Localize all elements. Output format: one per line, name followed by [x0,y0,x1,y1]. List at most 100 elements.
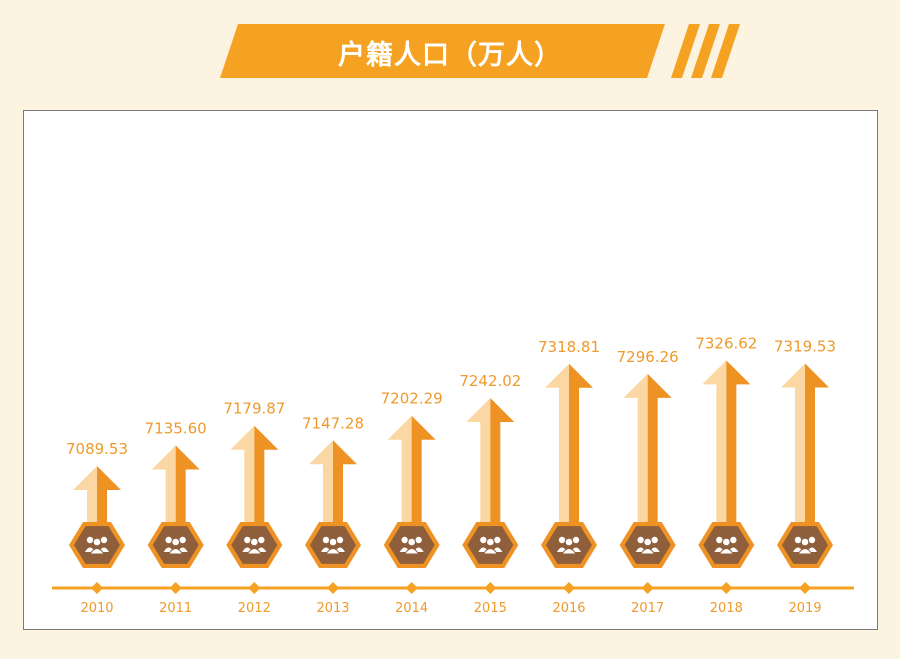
bar-arrow-light-half [387,415,412,531]
timeline-marker-2010 [91,582,103,594]
timeline-marker-2014 [405,582,418,594]
people-icon [242,536,267,555]
person-head [407,537,416,547]
value-label-2015: 7242.02 [459,372,521,390]
value-label-2016: 7318.81 [538,338,600,356]
people-icon [321,536,345,555]
person-head [800,537,810,547]
timeline-marker-2011 [169,582,182,594]
value-label-2018: 7326.62 [695,334,757,352]
year-label-2016: 2016 [552,601,585,616]
people-icon [557,536,581,555]
bar-arrow-dark-half [254,425,279,531]
people-icon [714,536,739,555]
person-head [179,536,186,544]
value-label-2013: 7147.28 [302,414,364,432]
person-head [322,536,330,544]
bar-arrow-dark-half [805,363,829,531]
person-head [165,536,172,544]
person-head [486,537,495,547]
person-body [639,548,656,555]
people-icon [85,536,109,555]
person-head [336,536,344,544]
year-label-2012: 2012 [238,601,271,616]
bar-arrow-dark-half [647,373,672,531]
year-label-2013: 2013 [316,601,349,616]
year-label-2019: 2019 [788,601,821,616]
year-label-2018: 2018 [710,601,743,616]
person-head [730,536,737,544]
title-banner-stripe [711,24,740,78]
person-head [494,536,501,544]
bar-arrow-2016 [541,363,597,568]
person-head [716,536,723,544]
chart-panel: 7089.53 2010 7135.60 2011 7179.87 2012 7147.28… [23,110,878,630]
bar-arrow-light-half [702,360,727,531]
year-label-2017: 2017 [631,601,664,616]
bar-arrow-light-half [230,425,255,531]
bar-arrow-2018 [698,360,755,568]
bar-arrow-2011 [147,445,204,568]
bar-arrow-2012 [226,425,283,568]
timeline-marker-2012 [248,582,261,594]
bar-arrow-2013 [305,440,361,568]
value-label-2019: 7319.53 [774,337,836,355]
person-head [558,536,566,544]
person-head [794,536,802,544]
timeline-marker-2019 [799,582,811,594]
person-body [718,548,735,555]
person-head [171,537,180,547]
person-head [244,536,251,544]
person-body [561,548,577,555]
person-head [401,536,408,544]
bar-arrow-dark-half [490,398,515,531]
bar-arrow-light-half [466,398,491,531]
timeline-marker-2013 [327,582,339,594]
person-head [250,537,259,547]
chart-title: 户籍人口（万人） [338,39,562,71]
bar-arrow-2015 [462,398,519,568]
people-icon [478,536,503,555]
bar-arrow-dark-half [175,445,200,531]
bar-arrow-dark-half [569,363,593,531]
person-head [808,536,816,544]
bar-arrow-dark-half [726,360,751,531]
bar-arrow-2017 [619,373,676,568]
value-label-2010: 7089.53 [66,440,128,458]
person-body [797,548,813,555]
person-head [328,537,338,547]
person-head [564,537,574,547]
title-banner-stripe [691,24,720,78]
person-head [100,536,108,544]
person-head [92,537,102,547]
person-body [167,548,184,555]
year-label-2011: 2011 [159,601,192,616]
bar-arrow-2019 [777,363,833,568]
value-label-2011: 7135.60 [145,419,207,437]
timeline-marker-2015 [484,582,497,594]
person-body [246,548,263,555]
person-body [482,548,499,555]
people-icon [793,536,817,555]
title-banner-stripe [671,24,700,78]
bar-arrow-light-half [309,440,333,531]
value-label-2014: 7202.29 [381,390,443,408]
value-label-2012: 7179.87 [223,400,285,418]
person-head [572,536,580,544]
person-head [480,536,487,544]
person-body [89,548,105,555]
timeline-marker-2018 [720,582,733,594]
bar-arrow-dark-half [411,415,436,531]
timeline-marker-2017 [641,582,654,594]
bar-arrow-light-half [151,445,176,531]
person-head [722,537,731,547]
people-icon [635,536,660,555]
year-label-2014: 2014 [395,601,428,616]
person-head [258,536,265,544]
person-head [637,536,644,544]
value-label-2017: 7296.26 [617,348,679,366]
chart-plot: 7089.53 2010 7135.60 2011 7179.87 2012 7147.28… [52,334,854,616]
bar-arrow-dark-half [333,440,357,531]
bar-arrow-light-half [545,363,569,531]
year-label-2010: 2010 [80,601,113,616]
